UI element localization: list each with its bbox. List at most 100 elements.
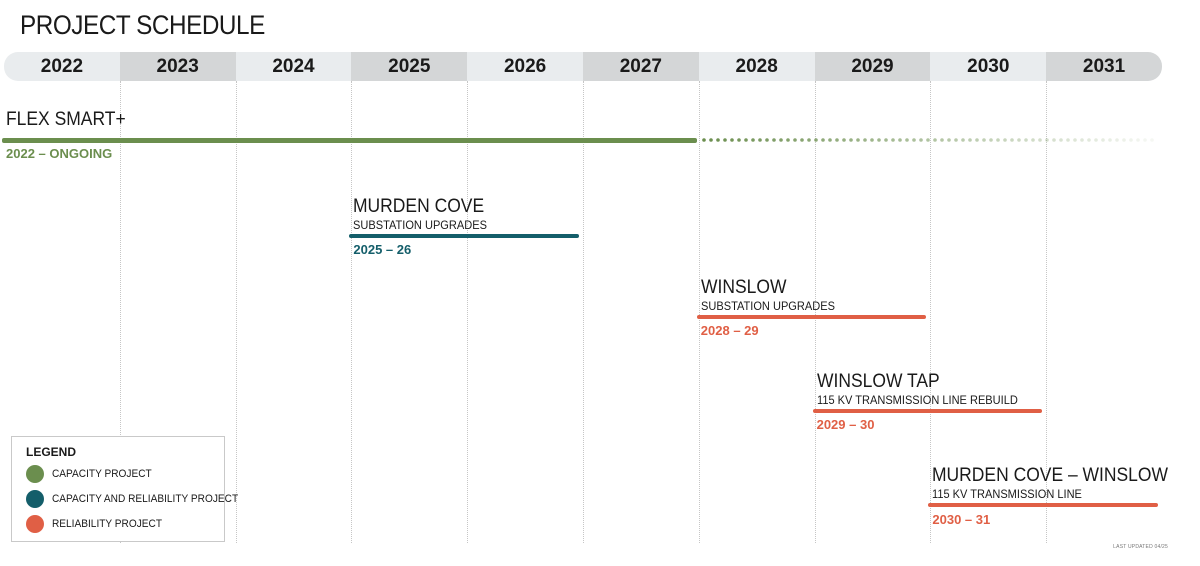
gridline xyxy=(236,81,237,543)
year-label-2031: 2031 xyxy=(1046,52,1162,81)
legend-label: RELIABILITY PROJECT xyxy=(52,518,163,530)
ongoing-dot xyxy=(975,138,979,142)
legend-swatch xyxy=(26,465,44,483)
ongoing-dot xyxy=(989,138,993,142)
ongoing-dot xyxy=(737,138,741,142)
ongoing-dot xyxy=(1094,138,1098,142)
ongoing-dot xyxy=(772,138,776,142)
gridline xyxy=(583,81,584,543)
ongoing-dot xyxy=(1080,138,1084,142)
ongoing-dot xyxy=(1031,138,1035,142)
year-label-2030: 2030 xyxy=(930,52,1047,81)
ongoing-dot xyxy=(1024,138,1028,142)
ongoing-dot xyxy=(807,138,811,142)
legend-item: CAPACITY PROJECT xyxy=(26,465,160,483)
ongoing-dot xyxy=(814,138,818,142)
ongoing-dot xyxy=(933,138,937,142)
year-label-2029: 2029 xyxy=(814,52,931,81)
ongoing-dot xyxy=(891,138,895,142)
ongoing-dot xyxy=(1059,138,1063,142)
project-name: MURDEN COVE – WINSLOW xyxy=(932,465,1169,486)
page-title: PROJECT SCHEDULE xyxy=(20,10,265,40)
gridline xyxy=(930,81,931,543)
ongoing-dot xyxy=(863,138,867,142)
ongoing-dot xyxy=(905,138,909,142)
ongoing-dot xyxy=(898,138,902,142)
ongoing-dot xyxy=(709,138,713,142)
project-dates: 2029 – 30 xyxy=(816,417,875,432)
project-name: WINSLOW xyxy=(700,277,787,298)
project-dates: 2030 – 31 xyxy=(932,512,991,527)
ongoing-dot xyxy=(947,138,951,142)
legend-item: RELIABILITY PROJECT xyxy=(26,515,172,533)
project-name: FLEX SMART+ xyxy=(6,109,126,130)
gridline xyxy=(699,81,700,543)
ongoing-dot xyxy=(1087,138,1091,142)
year-label-2027: 2027 xyxy=(582,52,699,81)
ongoing-dot xyxy=(1129,138,1133,142)
ongoing-dot xyxy=(1101,138,1105,142)
ongoing-dot xyxy=(856,138,860,142)
ongoing-dot xyxy=(1066,138,1070,142)
ongoing-dot xyxy=(996,138,1000,142)
ongoing-dot xyxy=(961,138,965,142)
ongoing-dot xyxy=(1038,138,1042,142)
ongoing-dot xyxy=(954,138,958,142)
legend-title: LEGEND xyxy=(26,445,77,459)
project-name: MURDEN COVE xyxy=(353,196,485,217)
ongoing-dot xyxy=(758,138,762,142)
ongoing-dot xyxy=(1143,138,1147,142)
legend-item: CAPACITY AND RELIABILITY PROJECT xyxy=(26,490,254,508)
project-subtitle: 115 KV TRANSMISSION LINE xyxy=(932,487,1083,501)
ongoing-dot xyxy=(751,138,755,142)
ongoing-dot xyxy=(723,138,727,142)
ongoing-dot xyxy=(1010,138,1014,142)
project-dates: 2025 – 26 xyxy=(353,242,412,257)
ongoing-dot xyxy=(716,138,720,142)
project-bar xyxy=(2,138,697,143)
year-label-2028: 2028 xyxy=(698,52,815,81)
legend-swatch xyxy=(26,515,44,533)
ongoing-dot xyxy=(849,138,853,142)
gridline xyxy=(1046,81,1047,543)
ongoing-dot xyxy=(1108,138,1112,142)
project-dates: 2028 – 29 xyxy=(700,323,759,338)
year-label-2024: 2024 xyxy=(235,52,352,81)
ongoing-dot xyxy=(800,138,804,142)
ongoing-dot xyxy=(765,138,769,142)
ongoing-dot xyxy=(702,138,706,142)
ongoing-dot xyxy=(884,138,888,142)
ongoing-dot xyxy=(842,138,846,142)
project-bar xyxy=(349,234,579,238)
year-label-2022: 2022 xyxy=(4,52,120,81)
ongoing-dot xyxy=(793,138,797,142)
year-label-2023: 2023 xyxy=(119,52,236,81)
project-subtitle: 115 KV TRANSMISSION LINE REBUILD xyxy=(816,393,1018,407)
project-bar xyxy=(812,409,1043,413)
ongoing-dot xyxy=(828,138,832,142)
ongoing-dot xyxy=(1003,138,1007,142)
project-subtitle: SUBSTATION UPGRADES xyxy=(353,218,488,232)
ongoing-dot xyxy=(786,138,790,142)
project-bar xyxy=(696,315,927,319)
ongoing-dot xyxy=(1045,138,1049,142)
ongoing-dot xyxy=(919,138,923,142)
ongoing-dot xyxy=(877,138,881,142)
ongoing-dot xyxy=(968,138,972,142)
year-header: 2022 2023 2024 2025 2026 2027 2028 2029 2030 2031 xyxy=(4,52,1162,81)
ongoing-dot xyxy=(982,138,986,142)
ongoing-continuation-dots xyxy=(702,138,1154,142)
ongoing-dot xyxy=(940,138,944,142)
ongoing-dot xyxy=(730,138,734,142)
ongoing-dot xyxy=(1150,138,1154,142)
last-updated-note: LAST UPDATED 04/25 xyxy=(1113,544,1168,550)
gridline xyxy=(467,81,468,543)
ongoing-dot xyxy=(835,138,839,142)
project-name: WINSLOW TAP xyxy=(816,371,940,392)
ongoing-dot xyxy=(870,138,874,142)
gridline xyxy=(120,81,121,543)
legend: LEGEND CAPACITY PROJECT CAPACITY AND RELI… xyxy=(11,436,238,542)
ongoing-dot xyxy=(1115,138,1119,142)
ongoing-dot xyxy=(1136,138,1140,142)
ongoing-dot xyxy=(821,138,825,142)
